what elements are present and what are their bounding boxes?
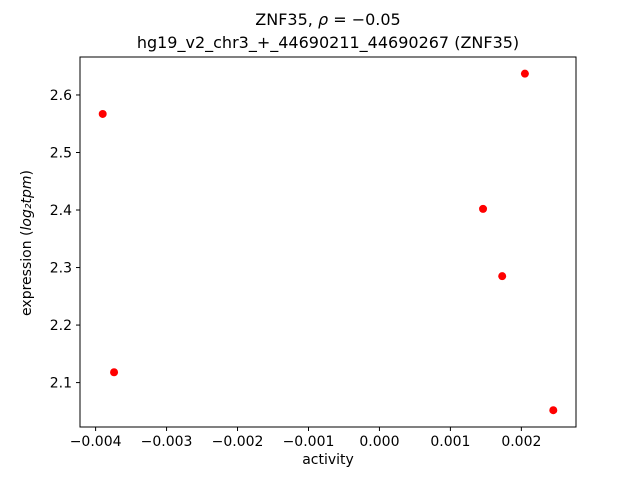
- y-tick-label: 2.5: [50, 145, 72, 161]
- chart-title-rest: = −0.05: [328, 10, 401, 29]
- data-point: [549, 406, 558, 415]
- y-axis-label-prefix: expression (: [19, 230, 35, 316]
- x-tick-label: 0.001: [430, 434, 470, 450]
- chart-title-rho: ρ: [317, 10, 329, 29]
- x-tick-label: 0.002: [501, 434, 541, 450]
- y-tick-label: 2.3: [50, 261, 72, 277]
- data-point: [110, 368, 119, 377]
- y-tick-label: 2.4: [50, 203, 72, 219]
- x-tick-label: −0.002: [212, 434, 264, 450]
- axes-frame: [79, 56, 577, 428]
- y-tick-label: 2.2: [50, 318, 72, 334]
- x-tick-label: −0.001: [283, 434, 335, 450]
- y-tick-label: 2.6: [50, 88, 72, 104]
- data-point: [520, 69, 529, 78]
- chart-subtitle: hg19_v2_chr3_+_44690211_44690267 (ZNF35): [136, 33, 520, 52]
- data-point: [498, 272, 507, 281]
- chart-title: ZNF35, ρ = −0.05: [80, 9, 576, 30]
- y-tick-label: 2.1: [50, 376, 72, 392]
- data-point: [98, 109, 107, 118]
- x-axis-label: activity: [302, 452, 354, 468]
- y-axis-label: expression (log₂tpm): [19, 58, 35, 428]
- y-axis-label-suffix: ): [19, 170, 35, 176]
- chart-title-prefix: ZNF35,: [255, 10, 318, 29]
- x-tick-label: −0.004: [70, 434, 122, 450]
- data-point: [479, 204, 488, 213]
- x-tick-label: 0.000: [359, 434, 399, 450]
- y-axis-label-math: log₂tpm: [19, 175, 35, 231]
- x-tick-label: −0.003: [141, 434, 193, 450]
